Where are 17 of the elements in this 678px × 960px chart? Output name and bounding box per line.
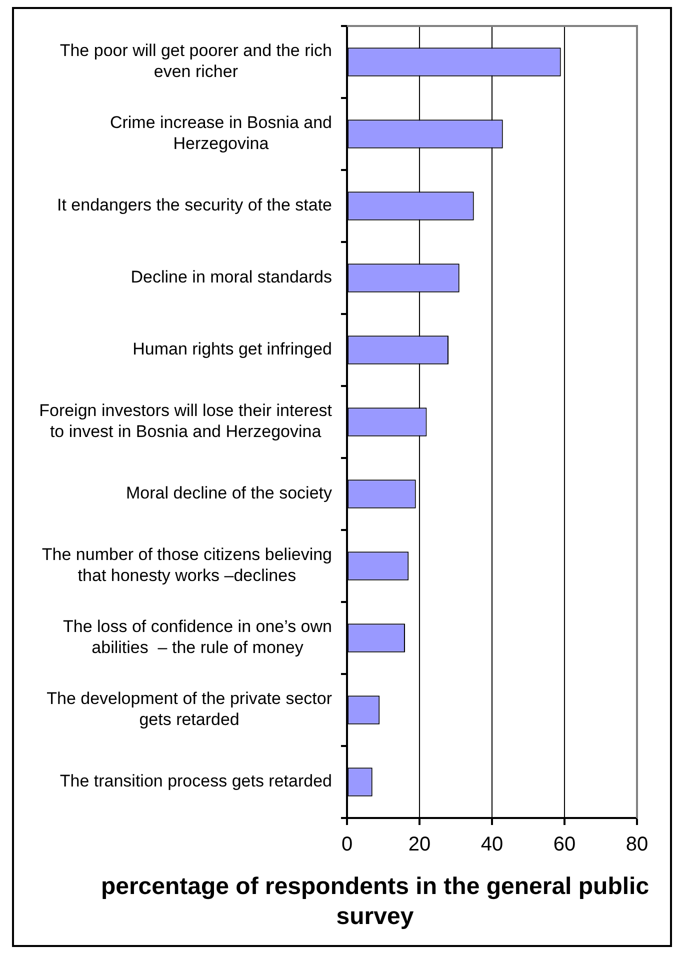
x-tick-label: 60 (553, 834, 576, 856)
y-tick-label: Moral decline of the society (126, 484, 332, 503)
x-axis-title: percentage of respondents in the general public survey (100, 872, 650, 932)
x-tick-label: 80 (626, 834, 648, 856)
y-tick-label: It endangers the security of the state (57, 196, 332, 215)
y-tick-label: Decline in moral standards (130, 268, 332, 287)
y-tick-label: The loss of confidence in one’s own abilities – the rule of money (62, 617, 332, 658)
y-tick-label: The transition process gets retarded (60, 772, 332, 791)
y-tick-label: The number of those citizens believing that honesty works –declines (42, 545, 332, 586)
x-tick-label: 0 (341, 834, 353, 856)
y-tick-label: The poor will get poorer and the rich even richer (60, 41, 332, 82)
x-tick-label: 20 (408, 834, 431, 856)
x-tick-label: 40 (480, 834, 504, 856)
y-tick-label: Foreign investors will lose their interest to invest in Bosnia and Herzegovina (39, 401, 332, 442)
y-tick-label: The development of the private sector gets retarded (46, 689, 332, 730)
y-tick-label: Crime increase in Bosnia and Herzegovina (110, 113, 332, 154)
y-tick-label: Human rights get infringed (132, 340, 332, 359)
